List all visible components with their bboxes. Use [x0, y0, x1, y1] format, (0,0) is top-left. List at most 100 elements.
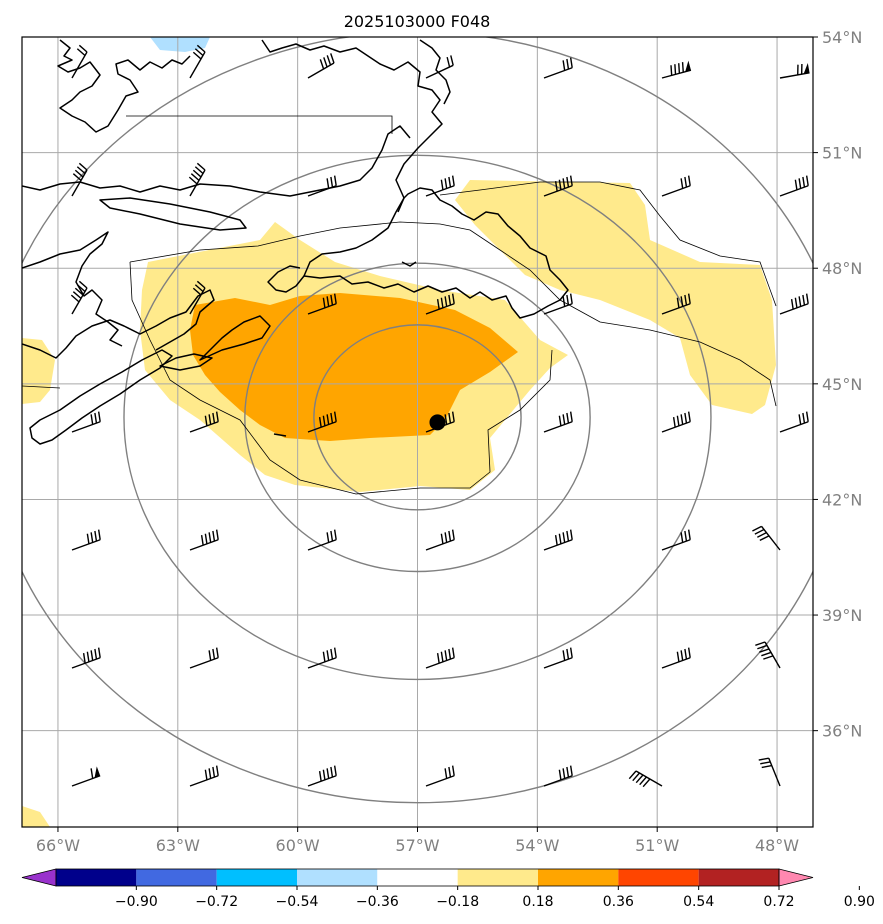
wind-barb — [628, 770, 663, 788]
wind-barb — [189, 647, 219, 669]
wind-barb — [425, 293, 455, 315]
coastline-anticosti — [99, 197, 247, 231]
colorbar-outline — [55, 868, 780, 887]
shaded-field — [22, 37, 776, 827]
coastline-newfoundland-west — [267, 265, 305, 293]
field-shade-light-sw — [22, 806, 50, 827]
wind-barb — [543, 647, 573, 669]
latitude-ticks: 54°N 51°N 48°N 45°N 42°N 39°N 36°N — [813, 28, 862, 741]
wind-barb — [188, 162, 206, 197]
wind-barbs — [70, 44, 810, 788]
map-area — [22, 37, 813, 827]
storm-center-marker — [429, 414, 446, 431]
wind-barb — [189, 280, 206, 315]
coastline-labrador-east — [261, 39, 443, 213]
wind-barb — [307, 53, 335, 79]
range-ring — [313, 324, 522, 511]
wind-barb — [71, 162, 88, 197]
coastline-north-shore — [22, 125, 411, 197]
wind-barb — [543, 529, 573, 551]
y-tick-label: 39°N — [822, 606, 862, 625]
colorbar-segment — [56, 869, 137, 886]
border-eez — [129, 221, 777, 407]
wind-barb — [752, 525, 781, 551]
field-shade-lightblue — [150, 37, 210, 52]
wind-barb — [543, 293, 573, 315]
wind-barb — [71, 766, 101, 787]
wind-barb — [189, 44, 206, 79]
wind-barb — [70, 280, 88, 315]
wind-barb — [779, 62, 810, 79]
wind-barb — [189, 529, 219, 551]
wind-barb — [425, 175, 455, 197]
colorbar-tick-label: −0.18 — [436, 894, 479, 910]
wind-barb — [425, 55, 454, 79]
x-tick-label: 54°W — [515, 836, 559, 855]
graticule — [22, 37, 813, 827]
longitude-ticks: 66°W 63°W 60°W 57°W 54°W 51°W 48°W — [36, 827, 799, 855]
political-borders — [22, 115, 777, 495]
wind-barb — [661, 411, 691, 433]
colorbar-segment — [618, 869, 699, 886]
coastline-cape-breton — [199, 315, 271, 361]
colorbar: −0.90 −0.72 −0.54 −0.36 −0.18 0.18 0.36 0.54 0.7… — [21, 868, 875, 910]
colorbar-segment — [297, 869, 378, 886]
wind-barb — [543, 175, 573, 197]
wind-barb — [189, 411, 219, 433]
wind-barb — [661, 60, 692, 79]
wind-barb — [425, 765, 455, 787]
colorbar-tick-label: −0.54 — [276, 894, 319, 910]
wind-barb — [307, 647, 337, 669]
range-ring — [244, 262, 591, 573]
coastline-nova-scotia — [29, 349, 173, 445]
wind-barb — [543, 57, 573, 79]
y-tick-label: 54°N — [822, 28, 862, 47]
y-tick-label: 42°N — [822, 490, 862, 509]
colorbar-tick-label: −0.36 — [356, 894, 399, 910]
coastline-st-pierre — [401, 261, 417, 267]
x-tick-label: 63°W — [156, 836, 200, 855]
coastline-sable — [273, 433, 287, 437]
y-tick-label: 48°N — [822, 259, 862, 278]
wind-barb — [71, 411, 101, 433]
wind-barb — [71, 647, 101, 669]
wind-barb — [661, 529, 691, 551]
x-tick-label: 57°W — [395, 836, 439, 855]
y-tick-label: 45°N — [822, 375, 862, 394]
coastline-labrador-inlets — [419, 39, 451, 105]
coastline-gaspe — [22, 231, 123, 347]
colorbar-tick-label: 0.36 — [603, 894, 634, 910]
colorbar-segment — [457, 869, 538, 886]
x-tick-label: 66°W — [36, 836, 80, 855]
y-tick-label: 36°N — [822, 722, 862, 741]
range-ring — [22, 37, 813, 804]
wind-barb — [307, 529, 337, 551]
colorbar-tick-label: 0.90 — [844, 894, 875, 910]
range-ring — [123, 154, 712, 681]
border-labrador-quebec — [126, 115, 393, 134]
coastline-pei — [159, 353, 213, 371]
wind-barb — [307, 175, 337, 197]
wind-barb — [543, 411, 573, 433]
coastline-nb — [22, 289, 215, 359]
x-tick-label: 60°W — [276, 836, 320, 855]
wind-barb — [543, 765, 573, 787]
wind-barb — [779, 175, 809, 197]
coastline-labrador — [57, 39, 191, 133]
colorbar-tick-label: 0.72 — [763, 894, 794, 910]
wind-barb — [661, 647, 691, 669]
colorbar-tick-label: −0.90 — [115, 894, 158, 910]
field-shade-light-west — [22, 338, 55, 404]
wind-barb — [307, 411, 337, 433]
x-tick-label: 48°W — [755, 836, 799, 855]
coastline-newfoundland — [303, 187, 569, 319]
colorbar-extend-high — [778, 868, 814, 887]
border-eez-south — [129, 261, 553, 495]
colorbar-segment — [377, 869, 458, 886]
coastlines — [22, 39, 569, 445]
border-eez-east — [439, 181, 777, 307]
wind-barb — [758, 757, 781, 787]
colorbar-segment — [216, 869, 297, 886]
wind-barb — [307, 293, 337, 315]
